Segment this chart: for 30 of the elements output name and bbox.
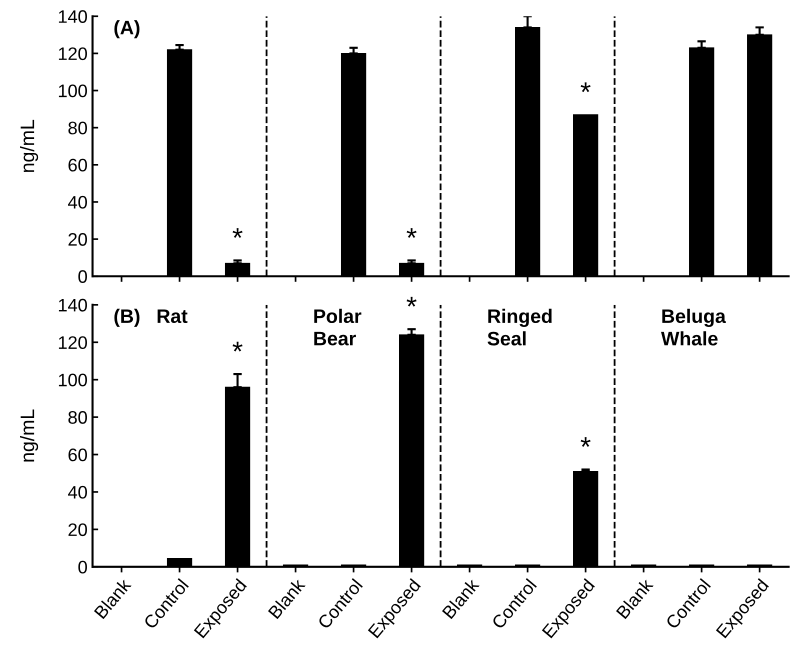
- y-tick-label: 80: [68, 122, 87, 134]
- annotation: Ringed Seal: [488, 308, 552, 346]
- y-tick-label: 80: [68, 411, 87, 424]
- data-label: *: [580, 82, 591, 92]
- y-tick-label: 40: [68, 196, 87, 209]
- y-axis-title: ng/mL: [20, 120, 38, 172]
- data-label: *: [232, 342, 243, 352]
- data-label: *: [406, 228, 417, 238]
- y-tick-label: 20: [68, 523, 87, 536]
- data-label: *: [232, 228, 243, 238]
- annotation: Polar Bear: [314, 308, 362, 346]
- annotation: (A): [114, 20, 140, 38]
- y-tick-label: 140: [58, 10, 87, 23]
- y-tick-label: 120: [58, 47, 87, 60]
- data-label: *: [406, 296, 417, 307]
- data-label: *: [580, 437, 591, 447]
- y-tick-label: 40: [68, 486, 87, 499]
- y-tick-label: 60: [68, 158, 87, 172]
- y-tick-label: 0: [78, 270, 87, 283]
- annotation: Rat: [158, 309, 188, 324]
- y-tick-label: 140: [58, 298, 87, 312]
- y-tick-label: 100: [58, 374, 87, 386]
- y-tick-label: 100: [58, 84, 87, 98]
- annotation: Beluga Whale: [661, 308, 726, 346]
- annotation: (B): [114, 308, 140, 327]
- y-tick-label: 120: [58, 336, 87, 349]
- y-tick-label: 0: [78, 560, 87, 574]
- y-axis-title: ng/mL: [20, 409, 38, 462]
- y-tick-label: 20: [68, 233, 87, 246]
- y-tick-label: 60: [68, 448, 87, 462]
